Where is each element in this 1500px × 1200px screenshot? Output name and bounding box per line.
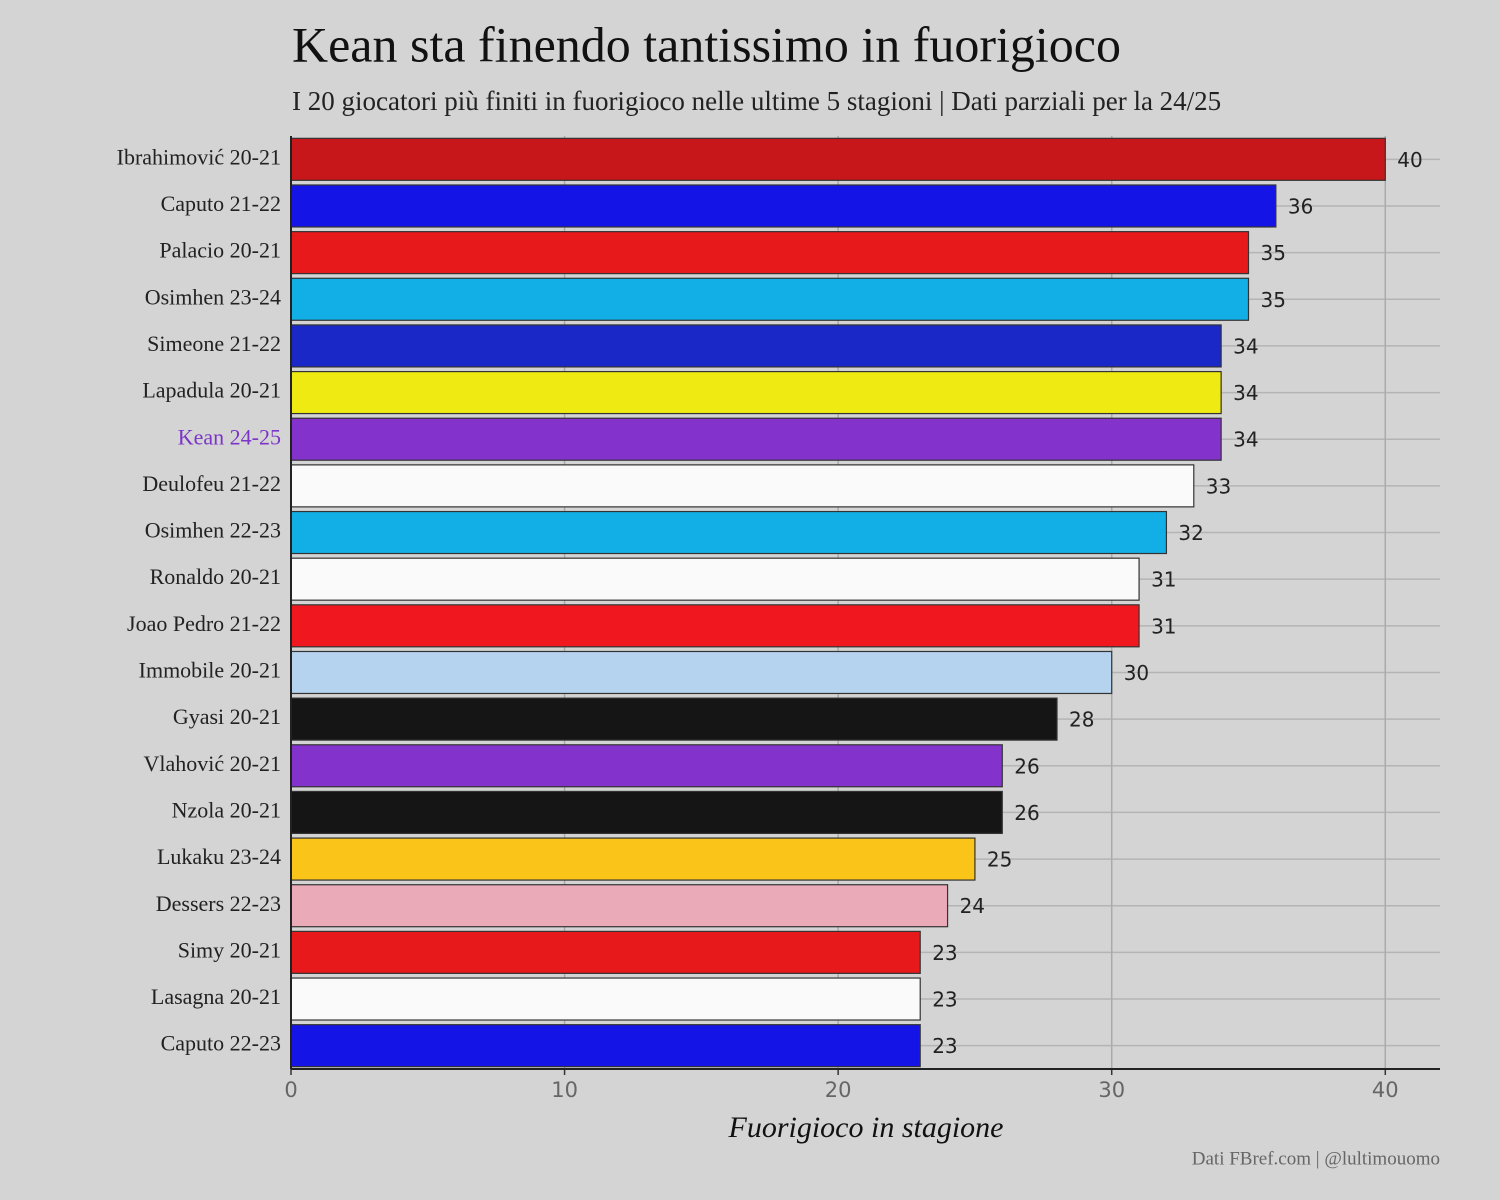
value-label: 26: [1014, 754, 1039, 778]
x-tick-label: 40: [1372, 1078, 1399, 1102]
value-label: 35: [1261, 241, 1286, 265]
bar: [290, 137, 1386, 181]
bar: [290, 650, 1113, 695]
value-label: 31: [1151, 568, 1176, 592]
value-label: 23: [932, 1034, 957, 1058]
chart-title: Kean sta finendo tantissimo in fuorigioc…: [292, 16, 1121, 72]
y-tick-label: Immobile 20-21: [139, 658, 281, 683]
y-tick-label: Ibrahimović 20-21: [117, 144, 281, 169]
y-tick-label: Simeone 21-22: [147, 331, 281, 356]
value-label: 31: [1151, 614, 1176, 638]
bar: [290, 884, 949, 928]
bar: [290, 324, 1222, 368]
value-label: 23: [932, 988, 957, 1012]
bar: [290, 277, 1250, 321]
bar: [290, 510, 1168, 555]
y-tick-label: Osimhen 22-23: [145, 518, 281, 543]
value-label: 28: [1069, 708, 1094, 732]
bar: [290, 417, 1222, 461]
bar: [290, 697, 1058, 741]
source: Dati FBref.com | @lultimouomo: [1192, 1148, 1440, 1169]
value-label: 33: [1206, 474, 1231, 498]
y-tick-label: Osimhen 23-24: [145, 284, 281, 309]
value-label: 23: [932, 941, 957, 965]
value-label: 30: [1124, 661, 1149, 685]
bar: [290, 231, 1250, 275]
bar: [290, 184, 1277, 228]
bar: [290, 790, 1003, 835]
bar: [290, 370, 1222, 415]
value-label: 36: [1288, 194, 1313, 218]
bar: [290, 930, 921, 974]
value-label: 34: [1233, 334, 1258, 358]
y-tick-label: Nzola 20-21: [172, 797, 281, 822]
y-tick-label: Joao Pedro 21-22: [127, 611, 281, 636]
y-tick-label: Lapadula 20-21: [142, 378, 281, 403]
y-tick-label: Deulofeu 21-22: [142, 471, 281, 496]
bar: [290, 977, 921, 1021]
bar: [290, 557, 1140, 601]
x-tick-label: 0: [284, 1078, 297, 1102]
value-label: 35: [1261, 288, 1286, 312]
bar: [290, 1024, 921, 1068]
x-tick-label: 10: [551, 1078, 578, 1102]
y-tick-label: Caputo 21-22: [161, 191, 281, 216]
bar: [290, 464, 1195, 508]
y-tick-label: Ronaldo 20-21: [150, 564, 281, 589]
value-label: 34: [1233, 428, 1258, 452]
y-tick-label: Vlahović 20-21: [144, 751, 281, 776]
y-tick-label: Lasagna 20-21: [151, 984, 281, 1009]
chart-subtitle: I 20 giocatori più finiti in fuorigioco …: [292, 86, 1221, 116]
x-axis-label: Fuorigioco in stagione: [728, 1111, 1004, 1144]
value-label: 24: [960, 894, 985, 918]
value-label: 40: [1397, 148, 1422, 172]
value-label: 32: [1178, 521, 1203, 545]
bar: [290, 744, 1003, 788]
y-tick-label: Dessers 22-23: [156, 891, 281, 916]
y-tick-label: Kean 24-25: [178, 424, 281, 449]
value-label: 25: [987, 848, 1012, 872]
y-tick-label: Simy 20-21: [178, 937, 281, 962]
value-label: 26: [1014, 801, 1039, 825]
value-label: 34: [1233, 381, 1258, 405]
x-tick-label: 30: [1098, 1078, 1125, 1102]
y-tick-label: Caputo 22-23: [161, 1031, 281, 1056]
y-tick-label: Gyasi 20-21: [173, 704, 281, 729]
y-tick-label: Lukaku 23-24: [157, 844, 281, 869]
bar: [290, 837, 976, 881]
y-tick-label: Palacio 20-21: [159, 238, 281, 263]
bar: [290, 604, 1140, 648]
x-tick-label: 20: [825, 1078, 852, 1102]
